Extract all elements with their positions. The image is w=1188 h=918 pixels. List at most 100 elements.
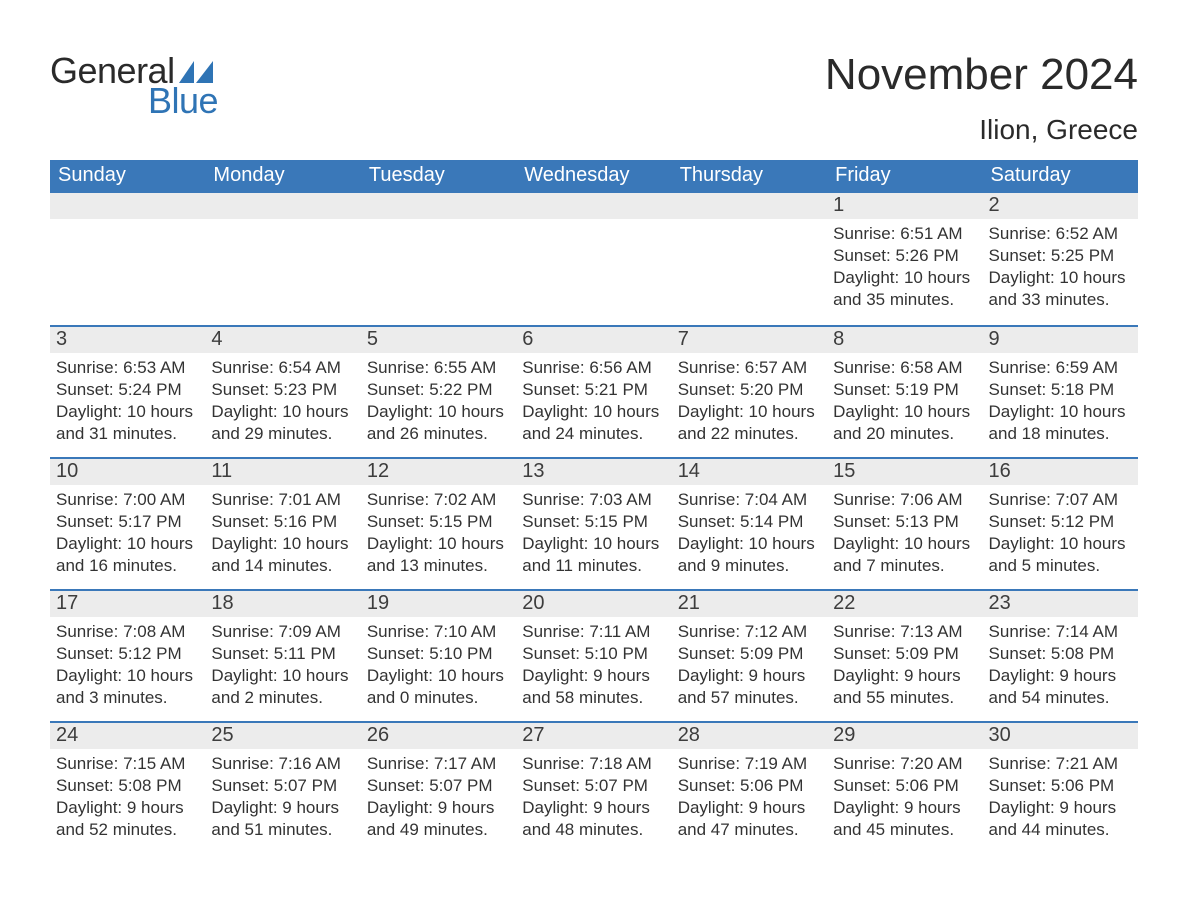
- day-number: 14: [672, 459, 827, 485]
- empty-strip: [516, 193, 671, 219]
- daylight-line: Daylight: 10 hours and 2 minutes.: [211, 665, 354, 709]
- sunset-line: Sunset: 5:24 PM: [56, 379, 199, 401]
- day-cell: 24Sunrise: 7:15 AMSunset: 5:08 PMDayligh…: [50, 723, 205, 853]
- sunset-line: Sunset: 5:14 PM: [678, 511, 821, 533]
- empty-strip: [361, 193, 516, 219]
- week-row: 24Sunrise: 7:15 AMSunset: 5:08 PMDayligh…: [50, 721, 1138, 853]
- daylight-line: Daylight: 9 hours and 54 minutes.: [989, 665, 1132, 709]
- day-cell: 14Sunrise: 7:04 AMSunset: 5:14 PMDayligh…: [672, 459, 827, 589]
- day-body: Sunrise: 6:55 AMSunset: 5:22 PMDaylight:…: [361, 353, 516, 451]
- day-cell: 19Sunrise: 7:10 AMSunset: 5:10 PMDayligh…: [361, 591, 516, 721]
- day-cell: 10Sunrise: 7:00 AMSunset: 5:17 PMDayligh…: [50, 459, 205, 589]
- day-body: Sunrise: 7:21 AMSunset: 5:06 PMDaylight:…: [983, 749, 1138, 847]
- day-body: Sunrise: 6:54 AMSunset: 5:23 PMDaylight:…: [205, 353, 360, 451]
- sunrise-line: Sunrise: 7:17 AM: [367, 753, 510, 775]
- day-body: Sunrise: 7:14 AMSunset: 5:08 PMDaylight:…: [983, 617, 1138, 715]
- day-number: 4: [205, 327, 360, 353]
- day-number: 12: [361, 459, 516, 485]
- daylight-line: Daylight: 9 hours and 44 minutes.: [989, 797, 1132, 841]
- sunrise-line: Sunrise: 6:51 AM: [833, 223, 976, 245]
- sunrise-line: Sunrise: 6:55 AM: [367, 357, 510, 379]
- day-body: Sunrise: 7:10 AMSunset: 5:10 PMDaylight:…: [361, 617, 516, 715]
- day-body: Sunrise: 7:01 AMSunset: 5:16 PMDaylight:…: [205, 485, 360, 583]
- day-body: Sunrise: 6:51 AMSunset: 5:26 PMDaylight:…: [827, 219, 982, 317]
- sunrise-line: Sunrise: 7:02 AM: [367, 489, 510, 511]
- day-body: Sunrise: 7:17 AMSunset: 5:07 PMDaylight:…: [361, 749, 516, 847]
- daylight-line: Daylight: 9 hours and 55 minutes.: [833, 665, 976, 709]
- day-body: Sunrise: 6:58 AMSunset: 5:19 PMDaylight:…: [827, 353, 982, 451]
- brand-word2: Blue: [148, 80, 218, 122]
- sunset-line: Sunset: 5:06 PM: [989, 775, 1132, 797]
- sunset-line: Sunset: 5:07 PM: [367, 775, 510, 797]
- sunrise-line: Sunrise: 7:12 AM: [678, 621, 821, 643]
- brand-logo: General Blue: [50, 50, 250, 122]
- sail-icon: [179, 61, 213, 85]
- sunset-line: Sunset: 5:22 PM: [367, 379, 510, 401]
- day-cell: 18Sunrise: 7:09 AMSunset: 5:11 PMDayligh…: [205, 591, 360, 721]
- day-number: 15: [827, 459, 982, 485]
- day-number: 23: [983, 591, 1138, 617]
- sunset-line: Sunset: 5:21 PM: [522, 379, 665, 401]
- sunrise-line: Sunrise: 7:03 AM: [522, 489, 665, 511]
- day-cell: 28Sunrise: 7:19 AMSunset: 5:06 PMDayligh…: [672, 723, 827, 853]
- day-number: 25: [205, 723, 360, 749]
- day-cell: 1Sunrise: 6:51 AMSunset: 5:26 PMDaylight…: [827, 193, 982, 325]
- day-body: Sunrise: 6:59 AMSunset: 5:18 PMDaylight:…: [983, 353, 1138, 451]
- day-cell: 21Sunrise: 7:12 AMSunset: 5:09 PMDayligh…: [672, 591, 827, 721]
- sunrise-line: Sunrise: 7:07 AM: [989, 489, 1132, 511]
- day-body: Sunrise: 7:09 AMSunset: 5:11 PMDaylight:…: [205, 617, 360, 715]
- day-number: 8: [827, 327, 982, 353]
- daylight-line: Daylight: 10 hours and 9 minutes.: [678, 533, 821, 577]
- day-cell: 9Sunrise: 6:59 AMSunset: 5:18 PMDaylight…: [983, 327, 1138, 457]
- sunrise-line: Sunrise: 7:21 AM: [989, 753, 1132, 775]
- day-body: Sunrise: 7:13 AMSunset: 5:09 PMDaylight:…: [827, 617, 982, 715]
- sunrise-line: Sunrise: 7:13 AM: [833, 621, 976, 643]
- sunset-line: Sunset: 5:12 PM: [989, 511, 1132, 533]
- day-body: Sunrise: 7:11 AMSunset: 5:10 PMDaylight:…: [516, 617, 671, 715]
- sunset-line: Sunset: 5:08 PM: [56, 775, 199, 797]
- empty-day-cell: [672, 193, 827, 325]
- sunset-line: Sunset: 5:08 PM: [989, 643, 1132, 665]
- day-cell: 3Sunrise: 6:53 AMSunset: 5:24 PMDaylight…: [50, 327, 205, 457]
- day-cell: 15Sunrise: 7:06 AMSunset: 5:13 PMDayligh…: [827, 459, 982, 589]
- daylight-line: Daylight: 9 hours and 51 minutes.: [211, 797, 354, 841]
- day-number: 19: [361, 591, 516, 617]
- day-number: 6: [516, 327, 671, 353]
- day-body: Sunrise: 7:12 AMSunset: 5:09 PMDaylight:…: [672, 617, 827, 715]
- week-row: 3Sunrise: 6:53 AMSunset: 5:24 PMDaylight…: [50, 325, 1138, 457]
- daylight-line: Daylight: 10 hours and 33 minutes.: [989, 267, 1132, 311]
- sunrise-line: Sunrise: 7:14 AM: [989, 621, 1132, 643]
- sunrise-line: Sunrise: 7:08 AM: [56, 621, 199, 643]
- sunset-line: Sunset: 5:19 PM: [833, 379, 976, 401]
- day-number: 7: [672, 327, 827, 353]
- sunset-line: Sunset: 5:06 PM: [833, 775, 976, 797]
- sunrise-line: Sunrise: 6:53 AM: [56, 357, 199, 379]
- day-number: 21: [672, 591, 827, 617]
- day-number: 2: [983, 193, 1138, 219]
- day-number: 11: [205, 459, 360, 485]
- day-number: 24: [50, 723, 205, 749]
- day-number: 18: [205, 591, 360, 617]
- sunrise-line: Sunrise: 7:16 AM: [211, 753, 354, 775]
- day-number: 20: [516, 591, 671, 617]
- day-body: Sunrise: 6:57 AMSunset: 5:20 PMDaylight:…: [672, 353, 827, 451]
- sunset-line: Sunset: 5:26 PM: [833, 245, 976, 267]
- day-cell: 6Sunrise: 6:56 AMSunset: 5:21 PMDaylight…: [516, 327, 671, 457]
- day-number: 13: [516, 459, 671, 485]
- day-body: Sunrise: 7:15 AMSunset: 5:08 PMDaylight:…: [50, 749, 205, 847]
- day-cell: 22Sunrise: 7:13 AMSunset: 5:09 PMDayligh…: [827, 591, 982, 721]
- weekday-header: Sunday: [50, 160, 205, 193]
- day-number: 28: [672, 723, 827, 749]
- weekday-header: Saturday: [983, 160, 1138, 193]
- sunrise-line: Sunrise: 7:19 AM: [678, 753, 821, 775]
- day-cell: 8Sunrise: 6:58 AMSunset: 5:19 PMDaylight…: [827, 327, 982, 457]
- sunrise-line: Sunrise: 7:11 AM: [522, 621, 665, 643]
- day-body: Sunrise: 6:52 AMSunset: 5:25 PMDaylight:…: [983, 219, 1138, 317]
- daylight-line: Daylight: 9 hours and 47 minutes.: [678, 797, 821, 841]
- header-area: General Blue November 2024 Ilion, Greece: [50, 50, 1138, 146]
- day-cell: 27Sunrise: 7:18 AMSunset: 5:07 PMDayligh…: [516, 723, 671, 853]
- day-cell: 16Sunrise: 7:07 AMSunset: 5:12 PMDayligh…: [983, 459, 1138, 589]
- month-title: November 2024: [825, 50, 1138, 100]
- week-row: 1Sunrise: 6:51 AMSunset: 5:26 PMDaylight…: [50, 193, 1138, 325]
- sunset-line: Sunset: 5:07 PM: [522, 775, 665, 797]
